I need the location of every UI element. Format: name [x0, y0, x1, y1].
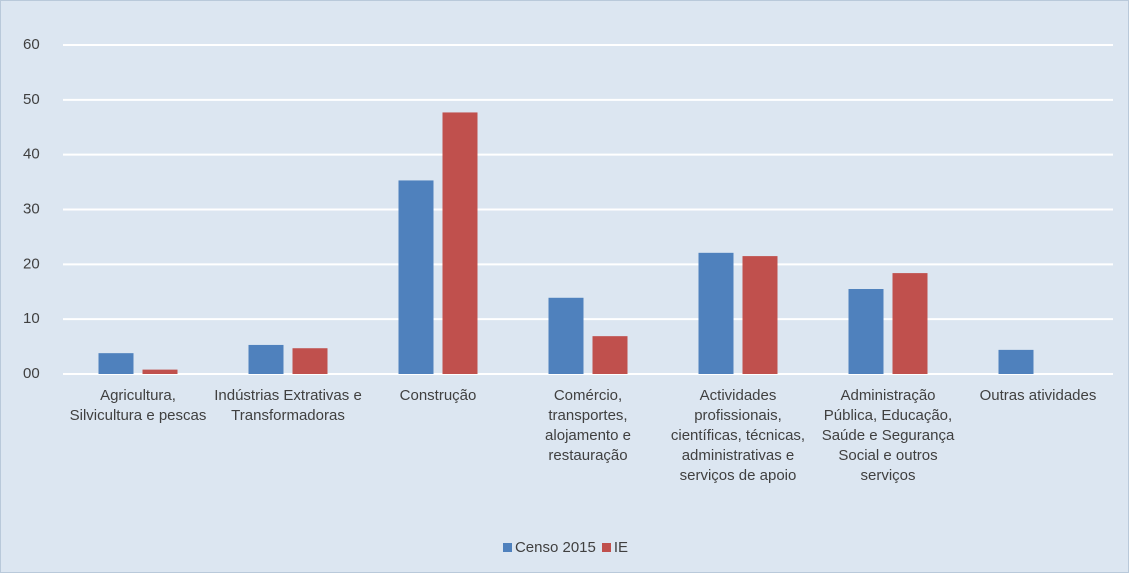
x-tick-label: Administração Pública, Educação, Saúde e… [821, 387, 955, 484]
x-tick-label: Agricultura, Silvicultura e pescas [69, 387, 207, 424]
y-tick-label: 00 [23, 365, 40, 382]
bar [442, 112, 478, 374]
x-tick-label: Indústrias Extrativas e Transformadoras [214, 387, 362, 424]
legend-item: IE [601, 539, 629, 556]
bar [998, 349, 1034, 374]
legend: Censo 2015 IE [1, 539, 1128, 556]
legend-label: IE [613, 539, 629, 556]
bar [698, 252, 734, 374]
x-tick-label: Actividades profissionais, científicas, … [670, 387, 806, 484]
bar [292, 348, 328, 374]
bar [98, 353, 134, 374]
legend-swatch [601, 543, 611, 552]
bar [742, 256, 778, 374]
bar [398, 180, 434, 374]
bar [548, 297, 584, 374]
y-tick-label: 10 [23, 310, 40, 327]
x-tick-label: Comércio, transportes, alojamento e rest… [545, 387, 631, 464]
x-tick-label: Construção [399, 387, 477, 404]
bar [248, 344, 284, 374]
bar [592, 336, 628, 374]
y-tick-label: 20 [23, 255, 40, 272]
y-tick-label: 30 [23, 200, 40, 217]
x-tick-label: Outras atividades [979, 387, 1097, 404]
legend-label: Censo 2015 [514, 539, 596, 556]
y-tick-label: 50 [23, 91, 40, 108]
legend-swatch [502, 543, 512, 552]
bar [892, 273, 928, 374]
bar [848, 289, 884, 374]
bar [142, 369, 178, 374]
y-tick-label: 40 [23, 146, 40, 163]
y-tick-label: 60 [23, 36, 40, 53]
legend-item: Censo 2015 [502, 539, 596, 556]
